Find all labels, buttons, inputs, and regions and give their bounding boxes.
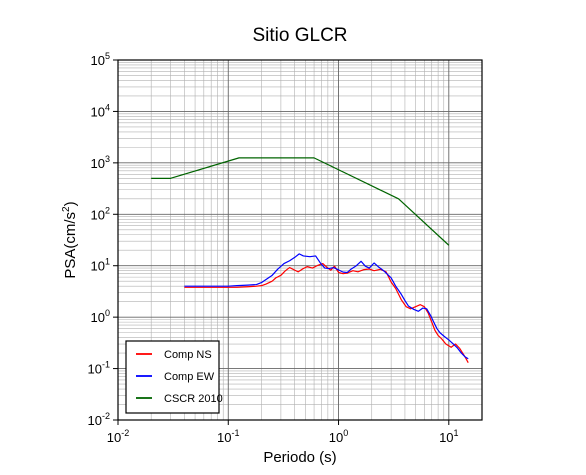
- x-tick-label: 10-1: [217, 428, 239, 445]
- y-tick-base: 10: [91, 207, 105, 222]
- plot-frame: [117, 59, 483, 421]
- x-tick-base: 10: [107, 430, 121, 445]
- y-tick-label: 10-2: [88, 411, 110, 428]
- major-grid: [117, 60, 482, 421]
- series-line-comp-ns: [184, 262, 469, 363]
- y-axis-label: PSA(cm/s2): [61, 201, 79, 278]
- y-tick-label: 102: [91, 205, 110, 222]
- legend-label: Comp EW: [164, 371, 215, 383]
- series-line-comp-ew: [184, 253, 469, 360]
- y-tick-label: 10-1: [88, 360, 110, 377]
- y-tick-base: 10: [91, 104, 105, 119]
- y-tick-exponent: -1: [102, 360, 110, 370]
- y-tick-label: 104: [91, 102, 110, 119]
- y-tick-exponent: 1: [105, 257, 110, 267]
- x-tick-base: 10: [217, 430, 231, 445]
- y-tick-base: 10: [91, 259, 105, 274]
- legend-box: [125, 340, 220, 414]
- x-tick-label: 10-2: [107, 428, 129, 445]
- legend-label: CSCR 2010: [164, 393, 223, 405]
- x-tick-exponent: 0: [343, 428, 348, 438]
- x-tick-base: 10: [329, 430, 343, 445]
- legend-label: Comp NS: [164, 349, 212, 361]
- legend: Comp NS Comp EW CSCR 2010: [125, 340, 223, 414]
- y-tick-label: 101: [91, 257, 110, 274]
- y-tick-exponent: 3: [105, 154, 110, 164]
- y-axis-label-main: PSA(cm/s: [62, 212, 79, 279]
- x-tick-label: 100: [329, 428, 348, 445]
- y-tick-exponent: 4: [105, 102, 110, 112]
- x-tick-labels: 10-2 10-1 100 101: [107, 420, 459, 445]
- y-tick-base: 10: [88, 413, 102, 428]
- y-tick-base: 10: [91, 53, 105, 68]
- y-axis-label-superscript: 2: [61, 206, 72, 212]
- x-axis-label: Periodo (s): [263, 449, 336, 466]
- x-tick-exponent: -1: [231, 428, 239, 438]
- chart-title: Sitio GLCR: [252, 25, 347, 46]
- x-tick-base: 10: [439, 430, 453, 445]
- y-tick-exponent: 5: [105, 51, 110, 61]
- y-tick-label: 100: [91, 308, 110, 325]
- y-tick-exponent: 0: [105, 308, 110, 318]
- series-line-cscr-2010: [151, 157, 450, 246]
- y-tick-exponent: -2: [102, 411, 110, 421]
- series-layer: [151, 157, 469, 363]
- y-tick-label: 103: [91, 154, 110, 171]
- x-tick-exponent: 1: [454, 428, 459, 438]
- x-tick-label: 101: [439, 428, 458, 445]
- y-tick-label: 105: [91, 51, 110, 68]
- minor-grid: [118, 60, 483, 420]
- x-tick-exponent: -2: [121, 428, 129, 438]
- y-tick-exponent: 2: [105, 205, 110, 215]
- y-tick-base: 10: [91, 310, 105, 325]
- y-tick-base: 10: [91, 156, 105, 171]
- y-axis-label-close: ): [62, 201, 79, 206]
- y-tick-base: 10: [88, 362, 102, 377]
